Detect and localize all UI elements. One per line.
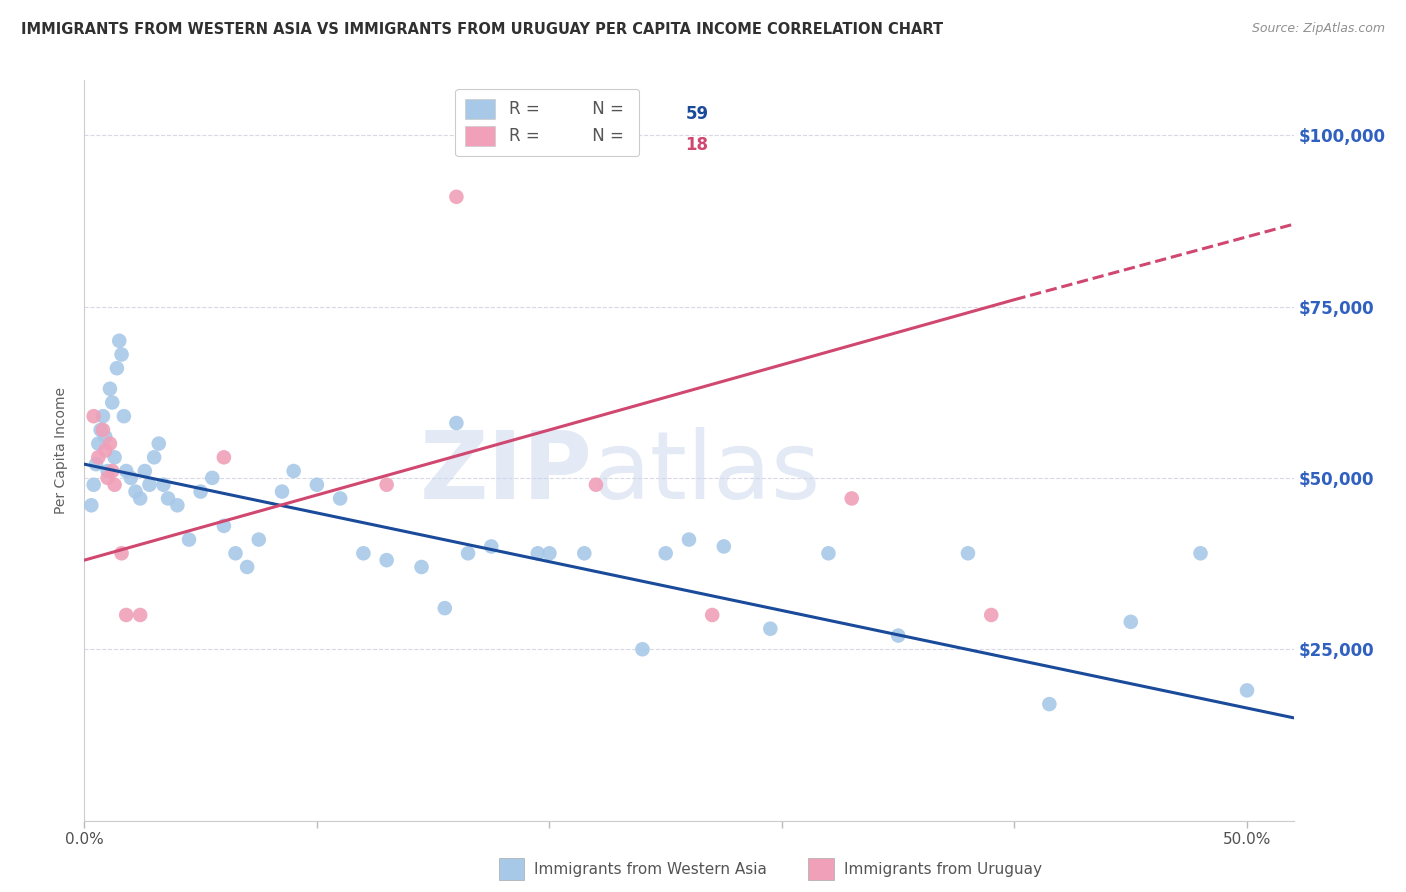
Point [446, 416, 468, 430]
Point [759, 622, 782, 636]
Point [1236, 683, 1258, 698]
Text: Source: ZipAtlas.com: Source: ZipAtlas.com [1251, 22, 1385, 36]
Point [271, 484, 294, 499]
Point [457, 546, 479, 560]
Point [134, 464, 156, 478]
Point [305, 477, 328, 491]
Point [247, 533, 270, 547]
Point [1189, 546, 1212, 560]
Point [129, 491, 152, 506]
Text: IMMIGRANTS FROM WESTERN ASIA VS IMMIGRANTS FROM URUGUAY PER CAPITA INCOME CORREL: IMMIGRANTS FROM WESTERN ASIA VS IMMIGRAN… [21, 22, 943, 37]
Point [143, 450, 166, 465]
Point [138, 477, 160, 491]
Point [98, 436, 121, 450]
Text: -0.566: -0.566 [548, 104, 607, 122]
Point [83, 477, 105, 491]
Point [115, 607, 138, 622]
Point [980, 607, 1002, 622]
Point [585, 477, 607, 491]
Point [956, 546, 979, 560]
Text: 59: 59 [685, 104, 709, 122]
Point [574, 546, 596, 560]
Point [148, 436, 170, 450]
Point [887, 628, 910, 642]
Y-axis label: Per Capita Income: Per Capita Income [55, 387, 69, 514]
Point [1119, 615, 1142, 629]
Point [110, 347, 132, 361]
Point [841, 491, 863, 506]
Point [152, 477, 174, 491]
Text: Immigrants from Western Asia: Immigrants from Western Asia [534, 863, 768, 877]
Point [201, 471, 224, 485]
Point [375, 477, 398, 491]
Bar [808, 858, 834, 880]
Point [129, 607, 152, 622]
Point [166, 498, 188, 512]
Point [104, 450, 127, 465]
Point [110, 546, 132, 560]
Point [97, 471, 120, 485]
Point [104, 477, 127, 491]
Bar [499, 858, 524, 880]
Point [177, 533, 200, 547]
Point [446, 190, 468, 204]
Point [352, 546, 374, 560]
Point [375, 553, 398, 567]
Point [90, 423, 112, 437]
Point [98, 382, 121, 396]
Point [120, 471, 142, 485]
Point [479, 540, 502, 554]
Point [91, 409, 114, 424]
Point [87, 450, 110, 465]
Text: Immigrants from Uruguay: Immigrants from Uruguay [844, 863, 1042, 877]
Point [1038, 697, 1060, 711]
Point [108, 334, 131, 348]
Point [283, 464, 305, 478]
Text: atlas: atlas [592, 426, 821, 518]
Point [190, 484, 212, 499]
Point [817, 546, 839, 560]
Point [702, 607, 724, 622]
Text: 0.534: 0.534 [548, 136, 602, 154]
Point [157, 491, 180, 506]
Point [101, 395, 124, 409]
Point [212, 519, 235, 533]
Point [83, 409, 105, 424]
Point [329, 491, 352, 506]
Point [225, 546, 247, 560]
Point [94, 443, 117, 458]
Point [105, 361, 128, 376]
Point [631, 642, 654, 657]
Point [433, 601, 456, 615]
Point [101, 464, 124, 478]
Point [678, 533, 700, 547]
Point [112, 409, 135, 424]
Point [124, 484, 146, 499]
Point [91, 423, 114, 437]
Point [236, 560, 259, 574]
Point [411, 560, 433, 574]
Point [87, 436, 110, 450]
Legend: R =          N = , R =          N = : R = N = , R = N = [456, 88, 638, 156]
Text: 18: 18 [685, 136, 709, 154]
Text: ZIP: ZIP [419, 426, 592, 518]
Point [94, 430, 117, 444]
Point [212, 450, 235, 465]
Point [115, 464, 138, 478]
Point [654, 546, 676, 560]
Point [97, 464, 120, 478]
Point [713, 540, 735, 554]
Point [538, 546, 561, 560]
Point [527, 546, 550, 560]
Point [80, 498, 103, 512]
Point [84, 457, 107, 471]
